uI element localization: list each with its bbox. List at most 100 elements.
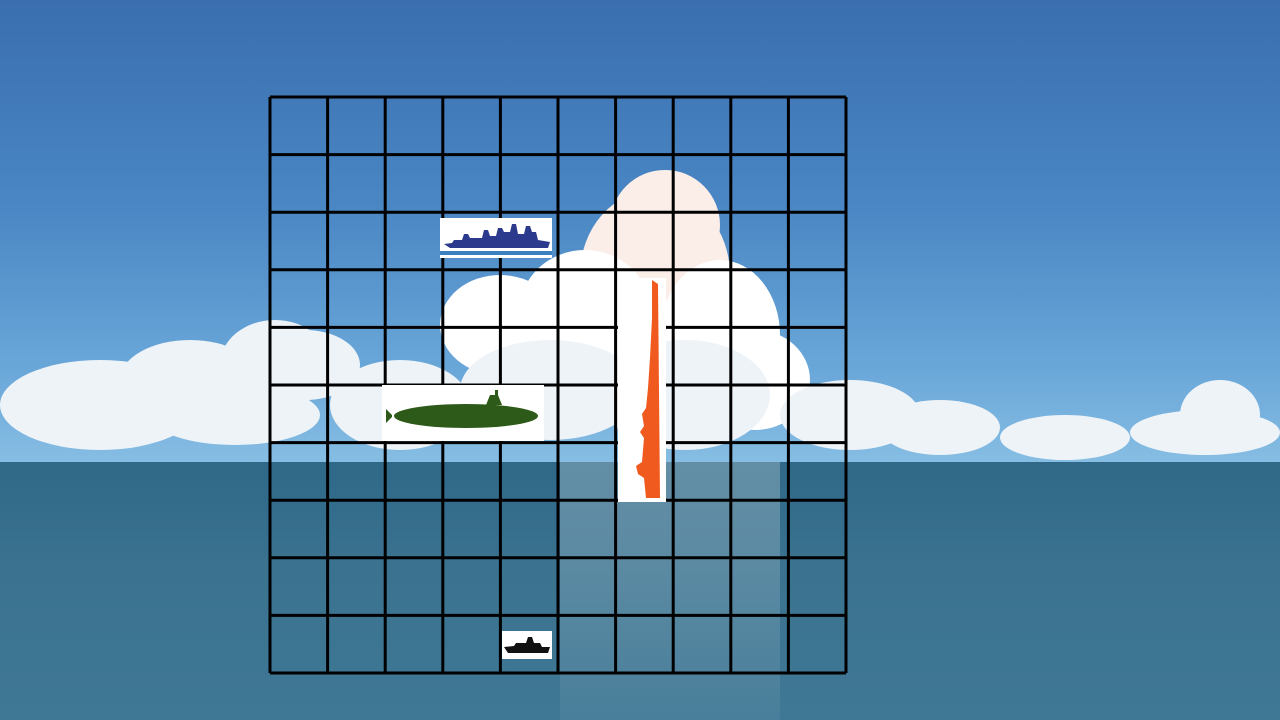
board-cell[interactable] — [731, 500, 789, 558]
board-cell[interactable] — [731, 385, 789, 443]
board-cell[interactable] — [558, 327, 616, 385]
board-cell[interactable] — [616, 558, 674, 616]
board-cell[interactable] — [270, 558, 328, 616]
carrier-ship[interactable] — [618, 278, 666, 502]
submarine-ship[interactable] — [382, 385, 544, 441]
board-cell[interactable] — [673, 385, 731, 443]
board-cell[interactable] — [558, 385, 616, 443]
board-cell[interactable] — [385, 212, 443, 270]
board-cell[interactable] — [673, 558, 731, 616]
board-cell[interactable] — [731, 97, 789, 155]
board-cell[interactable] — [443, 270, 501, 328]
board-cell[interactable] — [500, 155, 558, 213]
board-cell[interactable] — [500, 270, 558, 328]
board-cell[interactable] — [385, 615, 443, 673]
board-cell[interactable] — [328, 212, 386, 270]
board-cell[interactable] — [788, 97, 846, 155]
board-cell[interactable] — [731, 155, 789, 213]
grid-lines — [268, 95, 848, 675]
board-cell[interactable] — [270, 212, 328, 270]
board-cell[interactable] — [328, 327, 386, 385]
board-cell[interactable] — [270, 500, 328, 558]
board-cell[interactable] — [270, 443, 328, 501]
board-cell[interactable] — [385, 155, 443, 213]
board-cell[interactable] — [788, 385, 846, 443]
board-cell[interactable] — [673, 615, 731, 673]
board-cell[interactable] — [328, 500, 386, 558]
board-cell[interactable] — [328, 443, 386, 501]
board-cell[interactable] — [385, 500, 443, 558]
board-cell[interactable] — [443, 327, 501, 385]
board-cell[interactable] — [731, 270, 789, 328]
board-cell[interactable] — [673, 270, 731, 328]
board-cell[interactable] — [558, 155, 616, 213]
board-cell[interactable] — [385, 443, 443, 501]
board-cell[interactable] — [270, 270, 328, 328]
board-cell[interactable] — [788, 270, 846, 328]
board-cell[interactable] — [616, 155, 674, 213]
board-cell[interactable] — [500, 327, 558, 385]
board-cell[interactable] — [270, 385, 328, 443]
patrol-boat-ship[interactable] — [502, 631, 552, 659]
board-cell[interactable] — [616, 615, 674, 673]
board-cell[interactable] — [616, 212, 674, 270]
board-cell[interactable] — [788, 443, 846, 501]
board-cell[interactable] — [558, 615, 616, 673]
board-cell[interactable] — [500, 97, 558, 155]
board-cell[interactable] — [328, 558, 386, 616]
cruiser-silhouette-icon — [440, 224, 552, 255]
board-cell[interactable] — [616, 500, 674, 558]
board-cell[interactable] — [558, 558, 616, 616]
board-cell[interactable] — [500, 443, 558, 501]
board-cell[interactable] — [558, 97, 616, 155]
carrier-silhouette-icon — [636, 280, 660, 498]
board-cell[interactable] — [443, 615, 501, 673]
board-cell[interactable] — [788, 212, 846, 270]
game-board — [268, 95, 848, 675]
board-cell[interactable] — [558, 212, 616, 270]
board-cell[interactable] — [328, 97, 386, 155]
board-cell[interactable] — [443, 558, 501, 616]
board-cell[interactable] — [616, 97, 674, 155]
board-cell[interactable] — [500, 558, 558, 616]
board-cell[interactable] — [328, 155, 386, 213]
board-cell[interactable] — [558, 500, 616, 558]
board-cell[interactable] — [328, 270, 386, 328]
board-cell[interactable] — [788, 558, 846, 616]
board-cell[interactable] — [788, 155, 846, 213]
board-cell[interactable] — [385, 97, 443, 155]
board-cell[interactable] — [270, 615, 328, 673]
board-cell[interactable] — [788, 327, 846, 385]
board-cell[interactable] — [673, 500, 731, 558]
board-cell[interactable] — [270, 155, 328, 213]
board-cell[interactable] — [673, 443, 731, 501]
board-cell[interactable] — [673, 212, 731, 270]
cruiser-ship[interactable] — [440, 218, 552, 258]
board-cell[interactable] — [731, 212, 789, 270]
board-cell[interactable] — [443, 500, 501, 558]
board-cell[interactable] — [673, 155, 731, 213]
board-cell[interactable] — [443, 155, 501, 213]
board-cell[interactable] — [673, 327, 731, 385]
board-cell[interactable] — [731, 615, 789, 673]
board-cell[interactable] — [385, 270, 443, 328]
board-cell[interactable] — [328, 615, 386, 673]
board-cell[interactable] — [788, 615, 846, 673]
board-cell[interactable] — [385, 558, 443, 616]
sea — [0, 462, 1280, 720]
board-cell[interactable] — [558, 270, 616, 328]
board-cell[interactable] — [443, 443, 501, 501]
board-cell[interactable] — [270, 327, 328, 385]
board-cell[interactable] — [500, 500, 558, 558]
board-cell[interactable] — [731, 327, 789, 385]
board-cell[interactable] — [328, 385, 386, 443]
board-cell[interactable] — [270, 97, 328, 155]
board-cell[interactable] — [443, 97, 501, 155]
board-cell[interactable] — [673, 97, 731, 155]
board-cell[interactable] — [731, 443, 789, 501]
board-cell[interactable] — [788, 500, 846, 558]
board-cell[interactable] — [731, 558, 789, 616]
board-cell[interactable] — [558, 443, 616, 501]
board-cell[interactable] — [385, 327, 443, 385]
